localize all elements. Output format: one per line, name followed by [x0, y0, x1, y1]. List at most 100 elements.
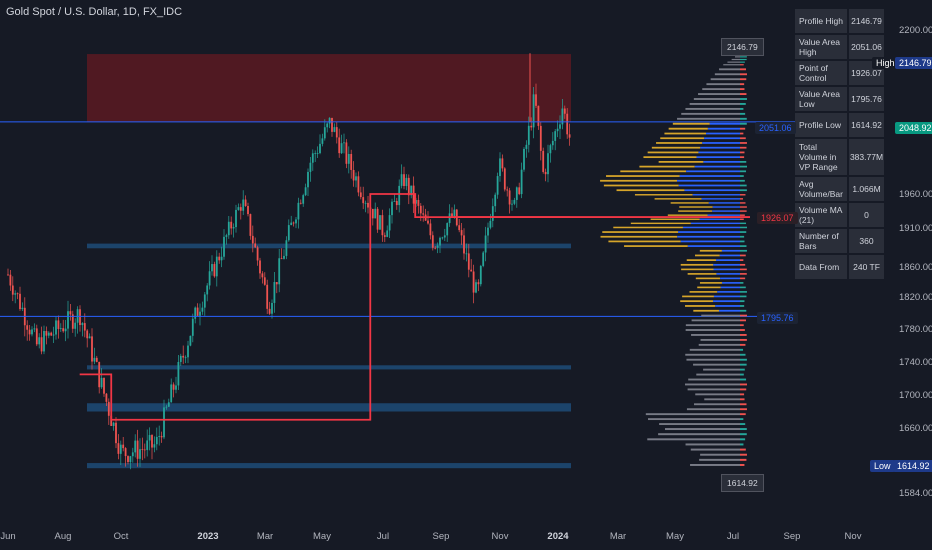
vp-delta-bar [740, 277, 746, 280]
profile-high-label: 2146.79 [721, 38, 764, 56]
candle-body [388, 215, 391, 231]
candle-body [187, 345, 189, 358]
vp-bar-up [679, 206, 713, 208]
vp-bar-down [713, 268, 740, 271]
stats-table: Profile High 2146.79 Value Area High 2051.0… [795, 9, 884, 281]
vp-bar-down [692, 194, 740, 196]
candle-body [280, 258, 283, 260]
x-tick-label: Oct [114, 531, 129, 542]
candle-body [331, 117, 333, 132]
vp-delta-bar [740, 245, 747, 247]
candle-body [182, 355, 185, 358]
vp-bar-outside [731, 58, 740, 61]
vp-delta-bar [740, 64, 744, 66]
candle-body [242, 199, 245, 211]
candle-body [417, 199, 420, 206]
candle-body [429, 223, 432, 236]
candle-body [43, 331, 45, 352]
candle-body [7, 274, 9, 276]
candle-body [225, 235, 228, 237]
candle-body [62, 328, 65, 332]
vp-delta-bar [740, 398, 745, 401]
vp-bar-outside [699, 458, 740, 461]
vp-bar-outside [719, 68, 740, 71]
candle-body [191, 318, 194, 336]
vp-bar-outside [686, 408, 740, 411]
candle-body [11, 285, 14, 295]
vp-bar-up [602, 231, 679, 233]
vp-bar-outside [693, 98, 740, 100]
vp-bar-down [698, 151, 740, 154]
vp-bar-up [667, 214, 708, 216]
candle-body [563, 108, 566, 114]
vp-bar-up [664, 132, 706, 135]
vp-bar-up [695, 254, 720, 257]
vp-bar-up [680, 300, 714, 303]
candle-body [184, 357, 187, 359]
candle-body [458, 225, 461, 231]
vp-bar-outside [685, 107, 740, 110]
vp-delta-bar [740, 282, 744, 284]
candle-body [278, 258, 281, 285]
vp-bar-up [658, 160, 704, 163]
vp-bar-up [651, 146, 701, 149]
poc-history-line [79, 193, 571, 421]
vp-delta-bar [740, 88, 745, 91]
candle-body [559, 124, 561, 129]
candle-body [227, 221, 230, 236]
candle-body [287, 225, 290, 241]
stats-label: Volume MA (21) [795, 203, 847, 227]
candle-body [81, 323, 84, 326]
vp-delta-bar [740, 78, 747, 81]
vp-delta-bar [740, 263, 746, 266]
candle-body [371, 208, 374, 219]
vp-delta-bar [740, 314, 747, 317]
vp-bar-up [685, 305, 716, 307]
candle-body [460, 230, 463, 236]
vp-bar-outside [685, 443, 740, 446]
vp-bar-down [696, 156, 740, 159]
candle-body [290, 222, 293, 226]
candle-body [328, 117, 331, 124]
candle-body [206, 285, 209, 295]
candle-body [554, 131, 557, 141]
y-tick-label: 1910.00 [899, 223, 932, 234]
vp-bar-down [679, 175, 740, 177]
vp-bar-up [681, 268, 714, 271]
vp-delta-bar [740, 127, 746, 130]
stats-label: Value Area Low [795, 87, 847, 111]
candle-body [316, 153, 319, 154]
vp-bar-down [699, 218, 740, 220]
vp-delta-bar [740, 122, 747, 125]
vp-bar-up [697, 286, 721, 289]
candle-body [381, 215, 384, 236]
y-tick-label: 1960.00 [899, 189, 932, 200]
vp-bar-up [613, 226, 683, 229]
time-axis: Jun Aug Oct 2023 Mar May Jul Sep Nov 2024 Mar May Ju… [0, 531, 861, 542]
vp-bar-up [650, 218, 700, 220]
vp-bar-down [721, 282, 740, 284]
y-tick-label: 1584.00 [899, 488, 932, 499]
profile-low-label: 1614.92 [721, 474, 764, 492]
candle-body [244, 199, 247, 206]
vp-bar-down [709, 122, 740, 125]
candle-body [359, 192, 362, 198]
x-tick-label: Nov [845, 531, 862, 542]
vp-delta-bar [740, 368, 745, 371]
candle-body [539, 125, 542, 151]
candle-body [475, 282, 477, 293]
vp-delta-bar [740, 363, 747, 366]
candle-body [549, 145, 552, 154]
low-tag-label: Low [870, 460, 895, 472]
candle-body [55, 320, 57, 335]
vp-delta-bar [740, 73, 747, 76]
candle-body [237, 207, 240, 210]
candle-body [523, 148, 525, 170]
stats-value: 383.77M [849, 139, 884, 175]
x-tick-label: May [666, 531, 684, 542]
vp-bar-down [678, 231, 740, 233]
candle-body [91, 336, 93, 362]
candle-body [134, 440, 137, 453]
candle-body [364, 202, 367, 204]
